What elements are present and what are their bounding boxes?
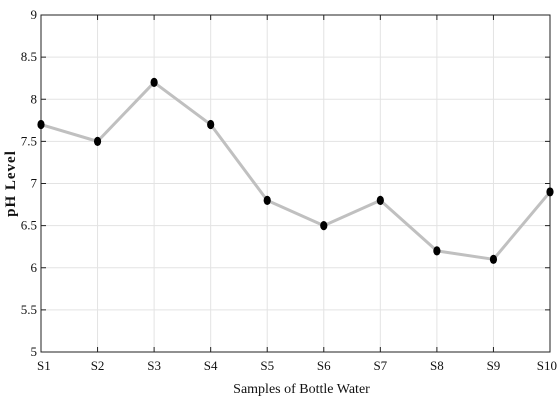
data-point: [489, 254, 498, 264]
y-tick-label: 6: [31, 260, 38, 275]
series-line: [40, 80, 552, 261]
data-point: [150, 77, 158, 87]
series: [37, 77, 554, 264]
y-tick-label: 7: [31, 176, 38, 191]
x-tick-label: S4: [204, 358, 218, 373]
y-tick-label: 5.5: [21, 302, 37, 317]
y-tick-label: 5: [31, 344, 38, 359]
y-tick-label: 8: [31, 91, 38, 106]
y-tick-label: 8.5: [21, 49, 37, 64]
x-tick-label: S10: [537, 358, 557, 373]
x-tick-label: S7: [373, 358, 387, 373]
y-tick-label: 6.5: [21, 218, 37, 233]
data-point: [207, 119, 215, 130]
data-point: [93, 136, 102, 146]
data-point: [320, 221, 328, 231]
x-tick-label: S6: [317, 358, 331, 373]
y-axis-title: pH Level: [3, 150, 19, 217]
data-point: [546, 187, 554, 197]
x-tick-label: S1: [37, 358, 51, 373]
x-tick-label: S8: [430, 358, 444, 373]
y-axis-ticks: 5 5.5 6 6.5 7 7.5 8 8.5 9: [21, 7, 550, 359]
data-point: [263, 195, 271, 205]
x-axis-ticks: S1 S2 S3 S4 S5 S6 S7 S8 S9 S10: [37, 15, 557, 373]
x-axis-title: Samples of Bottle Water: [233, 382, 370, 397]
x-tick-label: S2: [91, 358, 105, 373]
x-tick-label: S5: [260, 358, 274, 373]
y-tick-label: 7.5: [21, 133, 37, 148]
x-tick-label: S9: [487, 358, 501, 373]
grid: [40, 14, 551, 353]
data-point: [376, 195, 384, 205]
data-point: [433, 246, 441, 256]
data-point: [37, 119, 45, 130]
x-tick-label: S3: [147, 358, 161, 373]
y-tick-label: 9: [31, 7, 38, 22]
